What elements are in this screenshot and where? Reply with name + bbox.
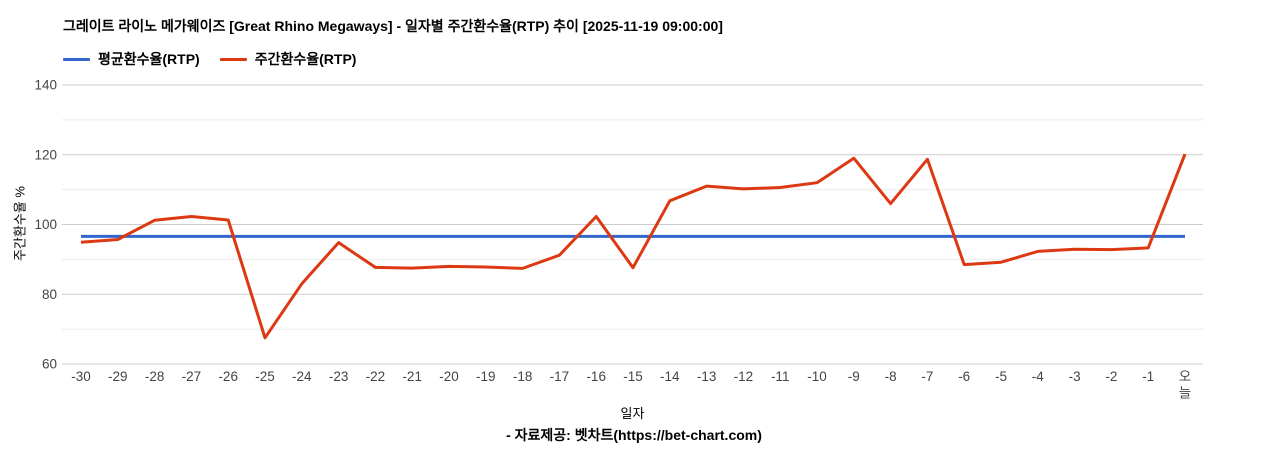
x-tick-label: -21 [402, 369, 422, 384]
x-tick-label: -11 [771, 369, 790, 384]
x-tick-label: -7 [921, 369, 933, 384]
x-tick-label: -15 [623, 369, 643, 384]
chart-legend: 평균환수율(RTP) 주간환수율(RTP) [63, 49, 356, 69]
y-tick-label: 120 [34, 147, 57, 162]
x-tick-label: -9 [848, 369, 860, 384]
x-tick-label: -24 [292, 369, 312, 384]
x-tick-label: 오 [1179, 369, 1191, 384]
x-axis-title: 일자 [620, 406, 645, 421]
series-line-weekly [80, 153, 1187, 340]
x-tick-label: -10 [807, 369, 827, 384]
x-tick-label: -3 [1069, 369, 1081, 384]
legend-item-average: 평균환수율(RTP) [63, 49, 200, 69]
y-tick-label: 100 [34, 217, 57, 232]
chart-title: 그레이트 라이노 메가웨이즈 [Great Rhino Megaways] - … [63, 18, 723, 34]
legend-label-weekly: 주간환수율(RTP) [254, 51, 357, 67]
x-tick-label: -22 [366, 369, 386, 384]
x-tick-label: -17 [550, 369, 570, 384]
x-tick-label: -5 [995, 369, 1007, 384]
x-tick-label: -1 [1142, 369, 1154, 384]
x-tick-label: -19 [476, 369, 496, 384]
x-tick-label: -16 [586, 369, 606, 384]
x-tick-label: -6 [958, 369, 970, 384]
x-tick-label: -12 [734, 369, 754, 384]
x-tick-label: -14 [660, 369, 680, 384]
y-tick-label: 60 [42, 357, 57, 372]
x-tick-label: -20 [439, 369, 459, 384]
x-tick-label: -23 [329, 369, 349, 384]
x-tick-label: 늘 [1179, 386, 1191, 401]
y-tick-label: 80 [42, 287, 57, 302]
x-tick-label: -2 [1105, 369, 1117, 384]
x-tick-label: -28 [145, 369, 165, 384]
x-tick-label: -30 [71, 369, 91, 384]
x-tick-label: -27 [182, 369, 202, 384]
data-source-credit: - 자료제공: 벳차트(https://bet-chart.com) [506, 427, 762, 443]
average-line-swatch-icon [63, 57, 90, 61]
x-tick-label: -18 [513, 369, 533, 384]
x-tick-label: -13 [697, 369, 717, 384]
y-axis-title: 주간환수율 % [12, 186, 28, 261]
weekly-line-swatch-icon [219, 57, 247, 61]
x-tick-label: -4 [1032, 369, 1044, 384]
x-tick-label: -25 [255, 369, 275, 384]
x-tick-label: -26 [218, 369, 238, 384]
x-tick-label: -29 [108, 369, 128, 384]
x-tick-label: -8 [885, 369, 897, 384]
legend-item-weekly: 주간환수율(RTP) [219, 49, 357, 69]
legend-label-average: 평균환수율(RTP) [98, 51, 200, 67]
y-tick-label: 140 [34, 78, 57, 93]
